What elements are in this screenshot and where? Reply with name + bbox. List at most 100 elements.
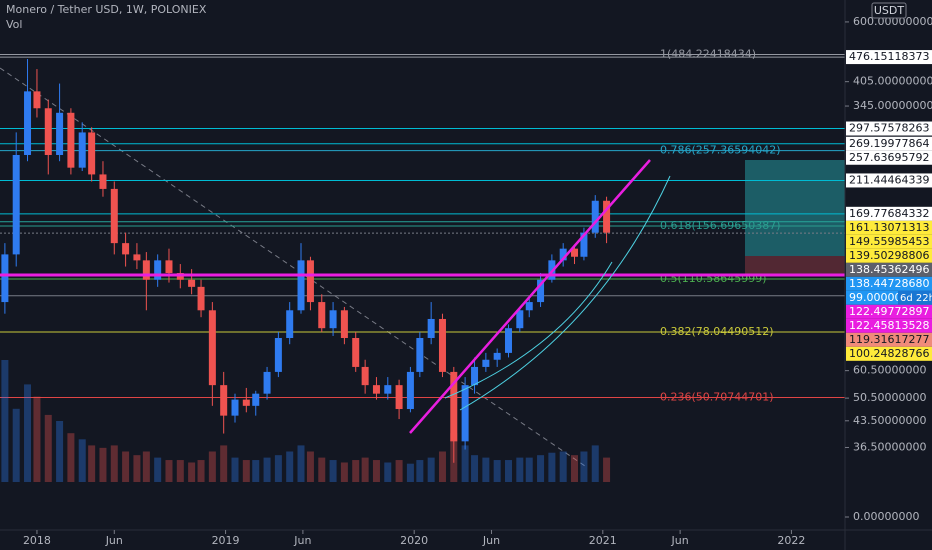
price-badge <box>846 234 932 249</box>
volume-bar <box>482 457 490 482</box>
candle-body <box>197 286 205 311</box>
price-badge-label: 476.15118373 <box>849 50 929 63</box>
candle-body <box>24 91 32 155</box>
candle-body <box>142 260 150 280</box>
price-badge-label: 122.45813528 <box>849 319 929 332</box>
candle-body <box>286 310 294 338</box>
candle-body <box>504 328 512 353</box>
volume-bar <box>1 360 9 482</box>
volume-bar <box>461 445 469 482</box>
price-badge <box>846 248 932 263</box>
plot-area: 1(484.22418434) 0.786(257.36594042) 0.618(… <box>0 48 845 482</box>
x-tick-label: 2022 <box>777 534 805 547</box>
candle-body <box>154 260 162 280</box>
volume-bar <box>12 408 20 482</box>
volume-bar <box>352 460 360 482</box>
price-badge <box>846 50 932 65</box>
candle-body <box>33 91 41 109</box>
price-badge-label: 99.00000 <box>849 291 902 304</box>
volume-bar <box>427 457 435 482</box>
y-tick-label: 36.50000000 <box>853 440 926 453</box>
volume-bar <box>133 455 141 482</box>
volume-bar <box>525 457 533 482</box>
price-badge <box>846 121 932 136</box>
volume-bar <box>406 463 414 482</box>
price-badge-label: 138.45362496 <box>849 263 929 276</box>
price-badge <box>846 220 932 235</box>
candle-body <box>165 260 173 274</box>
volume-bar <box>329 460 337 482</box>
price-badge-label: 138.44728680 <box>849 277 929 290</box>
candle-body <box>416 337 424 372</box>
price-badge <box>846 150 932 165</box>
y-tick-label: 50.50000000 <box>853 391 926 404</box>
volume-bar <box>44 414 52 482</box>
trend-line-dashed <box>0 67 586 467</box>
volume-bar <box>580 451 588 482</box>
price-badge-label: 269.19977864 <box>849 137 929 150</box>
candle-body <box>242 399 250 406</box>
volume-bar <box>286 451 294 482</box>
volume-bar <box>297 445 305 482</box>
price-badge-label: 149.55985453 <box>849 235 929 248</box>
candle-body <box>395 385 403 410</box>
volume-bar <box>493 460 501 482</box>
volume-bar <box>208 451 216 482</box>
volume-bar <box>24 384 32 482</box>
price-badge <box>846 304 932 319</box>
volume-bar <box>603 457 611 482</box>
candle-body <box>482 359 490 367</box>
fib-label: 0.786(257.36594042) <box>660 144 781 157</box>
candle-body <box>372 385 380 394</box>
candle-body <box>516 310 524 329</box>
candle-body <box>525 302 533 311</box>
candle-body <box>12 154 20 255</box>
candle-body <box>252 393 260 406</box>
price-badge-label: 211.44464339 <box>849 173 929 186</box>
volume-bar <box>252 460 260 482</box>
volume-bar <box>99 447 107 482</box>
price-badge-label: 297.57578263 <box>849 122 929 135</box>
price-badge-label: 257.63695792 <box>849 151 929 164</box>
volume-bar <box>197 460 205 482</box>
volume-label: Vol <box>6 18 22 31</box>
volume-bar <box>471 455 479 482</box>
price-badge <box>846 206 932 221</box>
fib-label: 0.618(156.69650387) <box>660 219 781 232</box>
candle-body <box>471 366 479 386</box>
candle-body <box>56 112 64 155</box>
volume-bar <box>67 433 75 482</box>
y-tick-label: 405.00000000 <box>853 75 932 88</box>
candle-body <box>99 174 107 189</box>
candle-body <box>603 200 611 233</box>
volume-bar <box>176 460 184 482</box>
x-tick-label: Jun <box>293 534 311 547</box>
volume-bar <box>220 445 228 482</box>
price-badge <box>846 276 932 291</box>
currency-label: USDT <box>874 4 905 17</box>
volume-bar <box>571 455 579 482</box>
price-badge-label: 139.50298806 <box>849 249 929 262</box>
volume-bar <box>154 457 162 482</box>
arc-line <box>444 261 613 399</box>
x-tick-label: 2021 <box>589 534 617 547</box>
currency-badge <box>871 2 907 19</box>
volume-bar <box>504 460 512 482</box>
candle-body <box>78 132 86 168</box>
y-tick-label: 43.50000000 <box>853 414 926 427</box>
candle-body <box>44 108 52 155</box>
fib-label: 0.236(50.70744701) <box>660 390 774 403</box>
position-target <box>745 160 845 256</box>
candle-body <box>571 248 579 257</box>
volume-bar <box>263 457 271 482</box>
candle-body <box>559 248 567 261</box>
candle-body <box>580 232 588 257</box>
arc-line <box>459 175 671 411</box>
candle-body <box>263 371 271 394</box>
volume-bar <box>33 396 41 482</box>
candle-body <box>67 112 75 168</box>
candle-body <box>274 337 282 372</box>
candle-body <box>537 279 545 303</box>
price-badge <box>846 262 932 277</box>
